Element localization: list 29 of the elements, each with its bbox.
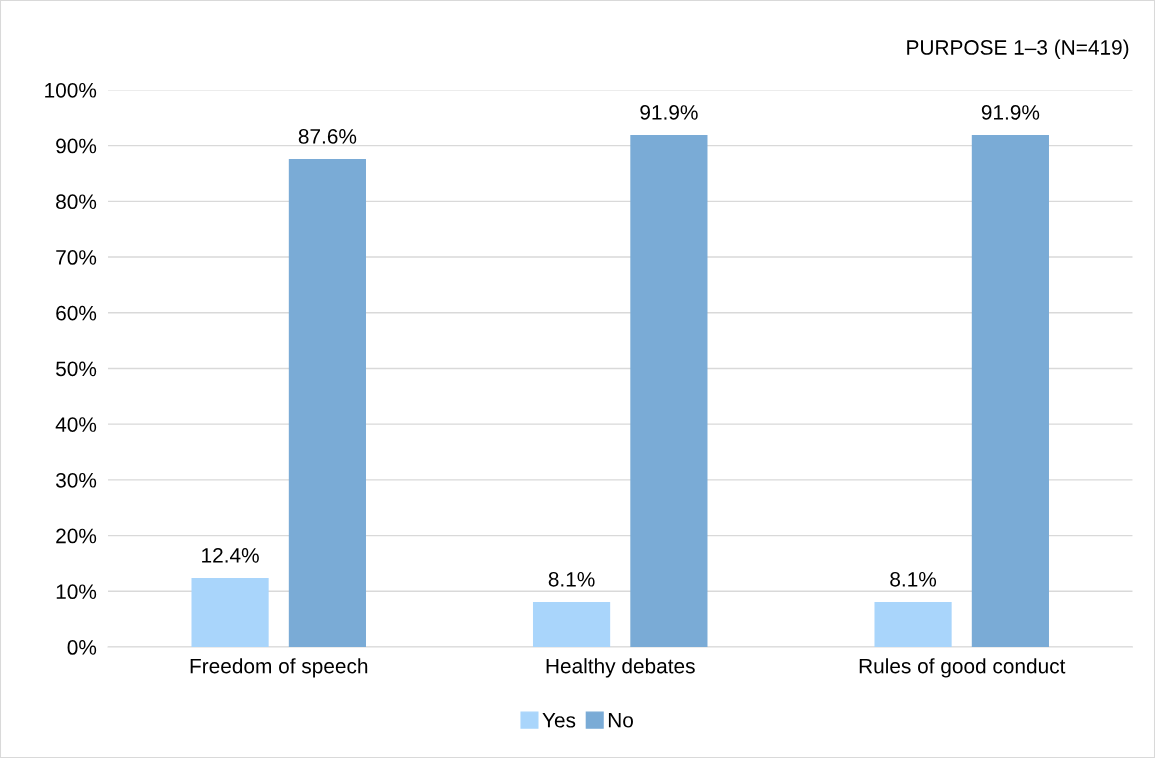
bar bbox=[874, 601, 952, 648]
y-tick-label: 30% bbox=[55, 472, 97, 488]
data-label: 8.1% bbox=[890, 571, 937, 587]
bar bbox=[532, 601, 611, 648]
bar bbox=[971, 135, 1049, 648]
legend-label: No bbox=[608, 713, 633, 728]
y-tick-label: 80% bbox=[56, 194, 97, 210]
data-label: 91.9% bbox=[640, 105, 698, 120]
y-tick-label: 20% bbox=[56, 528, 97, 544]
x-tick-label: Healthy debates bbox=[546, 658, 695, 678]
y-tick-label: 60% bbox=[56, 305, 97, 321]
y-tick-label: 100% bbox=[45, 82, 97, 98]
bar bbox=[288, 158, 366, 648]
x-tick-label: Rules of good conduct bbox=[859, 658, 1066, 678]
chart-title: PURPOSE 1–3 (N=419) bbox=[907, 39, 1129, 59]
bar bbox=[191, 577, 269, 648]
y-tick-label: 70% bbox=[56, 250, 97, 265]
data-label: 12.4% bbox=[202, 547, 259, 563]
legend-label: Yes bbox=[542, 713, 576, 728]
y-tick-label: 0% bbox=[67, 640, 97, 655]
bar bbox=[630, 135, 708, 648]
data-label: 8.1% bbox=[548, 571, 595, 587]
y-tick-label: 40% bbox=[55, 417, 97, 432]
data-label: 91.9% bbox=[981, 105, 1040, 120]
y-tick-label: 90% bbox=[56, 138, 97, 154]
data-label: 87.6% bbox=[298, 129, 357, 144]
y-tick-label: 50% bbox=[56, 361, 97, 377]
y-tick-label: 10% bbox=[56, 584, 97, 600]
x-tick-label: Freedom of speech bbox=[190, 658, 368, 678]
